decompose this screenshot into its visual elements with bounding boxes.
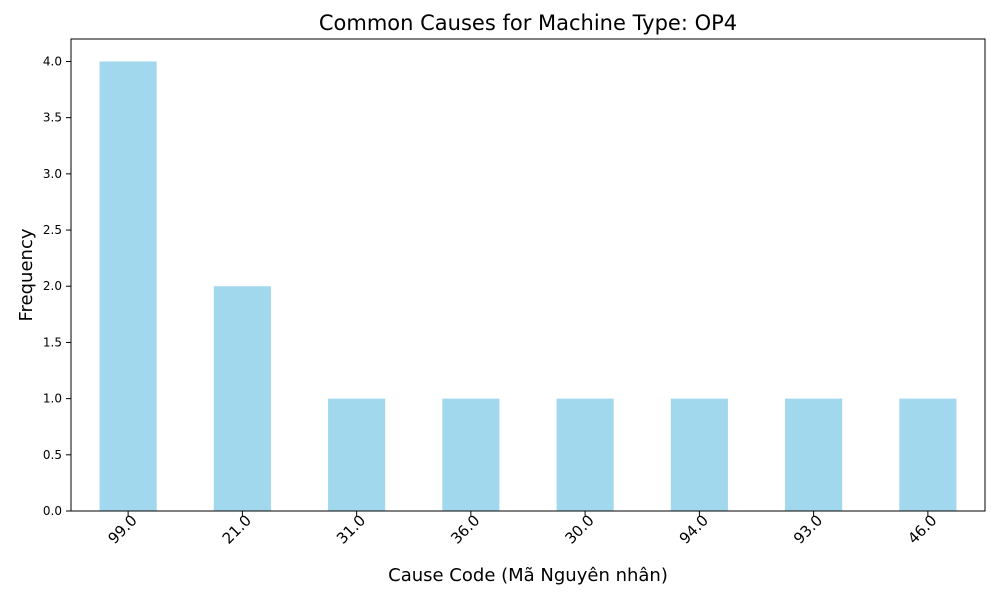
x-tick-label: 31.0 <box>333 511 369 547</box>
y-tick-label: 1.0 <box>43 392 62 406</box>
x-tick-label: 21.0 <box>219 511 255 547</box>
bar <box>213 286 271 511</box>
x-axis: 99.0 21.0 31.0 36.0 30.0 94.0 93.0 46.0 <box>104 511 941 548</box>
y-tick-label: 3.0 <box>43 167 62 181</box>
y-tick-label: 0.5 <box>43 448 62 462</box>
x-tick-label: 46.0 <box>904 511 940 547</box>
y-axis: 0.0 0.5 1.0 1.5 2.0 2.5 3.0 3.5 4.0 <box>43 54 71 518</box>
bar <box>899 398 957 511</box>
bar <box>99 61 157 511</box>
bars-group <box>99 61 957 511</box>
x-tick-label: 36.0 <box>447 511 483 547</box>
y-tick-label: 3.5 <box>43 111 62 125</box>
y-tick-label: 1.5 <box>43 335 62 349</box>
y-axis-label: Frequency <box>16 228 37 321</box>
bar <box>556 398 614 511</box>
x-tick-label: 99.0 <box>104 511 140 547</box>
x-tick-label: 30.0 <box>561 511 597 547</box>
bar <box>670 398 728 511</box>
y-tick-label: 2.0 <box>43 279 62 293</box>
bar <box>328 398 386 511</box>
chart-title: Common Causes for Machine Type: OP4 <box>319 11 737 35</box>
plot-frame <box>70 38 986 512</box>
x-tick-label: 94.0 <box>676 511 712 547</box>
bar <box>785 398 843 511</box>
x-tick-label: 93.0 <box>790 511 826 547</box>
y-tick-label: 4.0 <box>43 54 62 68</box>
y-tick-label: 0.0 <box>43 504 62 518</box>
x-axis-label: Cause Code (Mã Nguyên nhân) <box>388 565 668 586</box>
bar <box>442 398 500 511</box>
y-tick-label: 2.5 <box>43 223 62 237</box>
